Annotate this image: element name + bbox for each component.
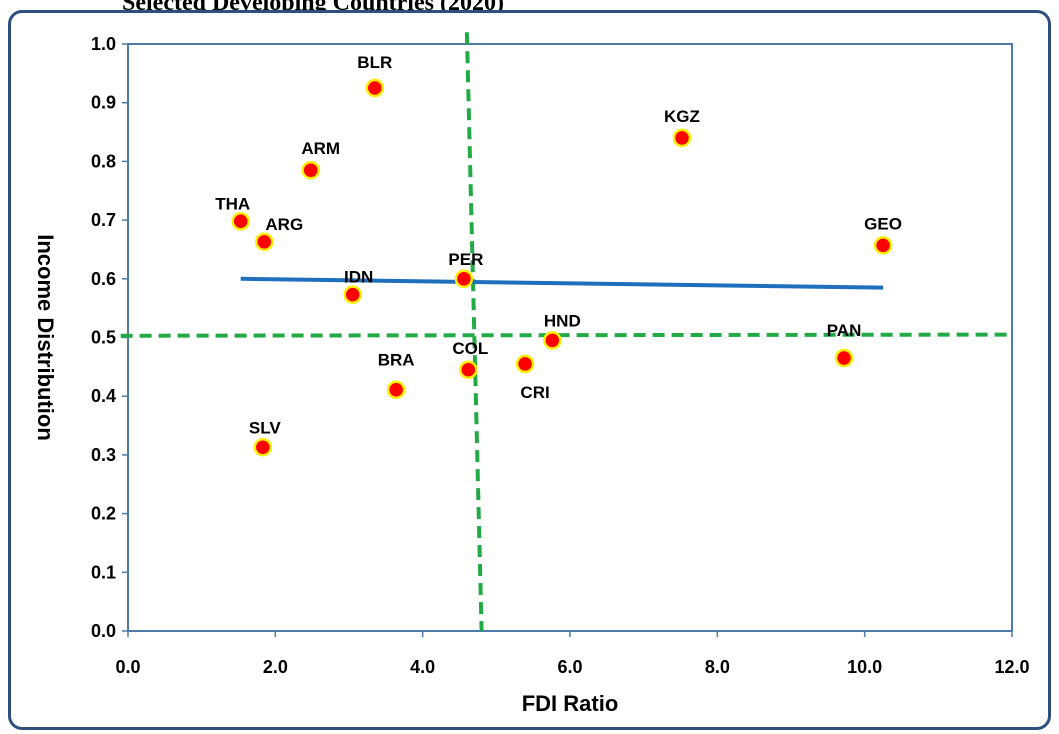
vertical-reference-line [464, 32, 484, 632]
x-tick-label: 0.0 [115, 657, 140, 677]
data-point-label: BLR [357, 53, 392, 72]
x-tick-label: 2.0 [263, 657, 288, 677]
y-tick-label: 0.3 [91, 445, 116, 465]
data-point [834, 348, 854, 368]
y-tick-label: 0.7 [91, 210, 116, 230]
data-point-label: PER [448, 250, 483, 269]
x-tick-label: 6.0 [557, 657, 582, 677]
y-tick-label: 0.5 [91, 328, 116, 348]
data-point-label: SLV [249, 418, 281, 437]
y-tick-label: 0.4 [91, 386, 116, 406]
data-point [543, 331, 562, 350]
data-point [672, 128, 692, 148]
x-tick-label: 10.0 [847, 657, 882, 677]
y-tick-label: 0.1 [91, 562, 116, 582]
y-tick-label: 1.0 [91, 34, 116, 54]
y-tick-label: 0.9 [91, 93, 116, 113]
data-point [253, 438, 273, 457]
data-point [454, 269, 474, 289]
y-tick-label: 0.2 [91, 504, 116, 524]
data-point-label: CRI [520, 383, 549, 402]
data-point-label: GEO [864, 214, 902, 233]
data-point [301, 160, 320, 180]
y-tick-label: 0.8 [91, 151, 116, 171]
y-tick-label: 0.0 [91, 621, 116, 641]
data-point-label: KGZ [664, 107, 700, 126]
data-point [255, 232, 274, 252]
y-axis-title: Income Distribution [33, 234, 58, 441]
data-point [343, 285, 362, 304]
data-point [459, 360, 478, 380]
data-point-label: BRA [378, 351, 415, 370]
trendline [240, 276, 884, 290]
x-axis-title: FDI Ratio [522, 691, 619, 716]
horizontal-reference-line [120, 332, 1013, 338]
data-point-label: HND [544, 311, 581, 330]
x-tick-label: 8.0 [705, 657, 730, 677]
data-point-label: ARG [265, 215, 303, 234]
x-tick-label: 4.0 [410, 657, 435, 677]
data-point-label: THA [215, 194, 250, 213]
data-point-label: PAN [827, 321, 862, 340]
data-point-label: IDN [344, 268, 373, 287]
data-point [231, 212, 250, 231]
y-tick-label: 0.6 [91, 269, 116, 289]
data-point-label: ARM [301, 139, 340, 158]
data-point [515, 354, 535, 374]
x-tick-label: 12.0 [994, 657, 1029, 677]
data-point-label: COL [452, 339, 488, 358]
data-point [873, 236, 893, 255]
data-point [386, 380, 406, 399]
data-point [365, 78, 385, 98]
